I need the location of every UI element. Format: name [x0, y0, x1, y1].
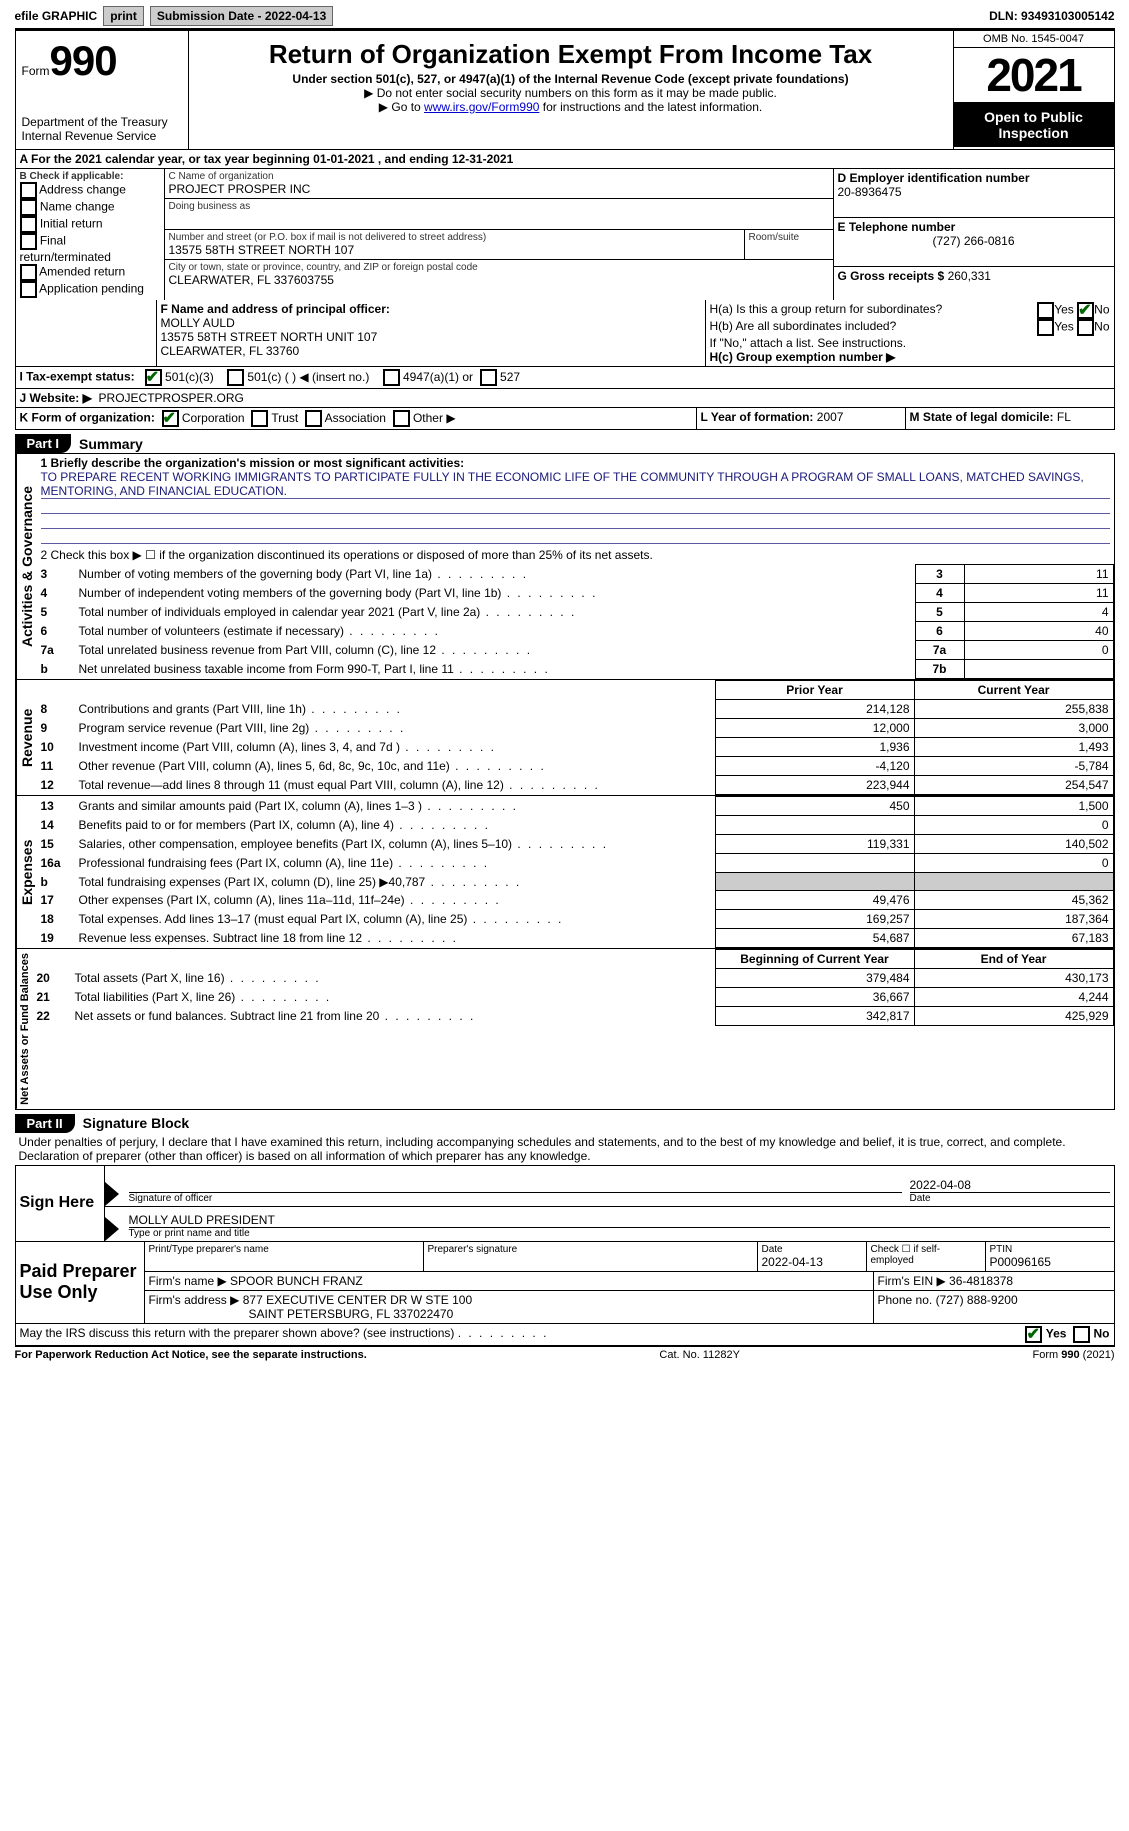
expenses-table: 13 Grants and similar amounts paid (Part… — [37, 796, 1114, 948]
irs-link[interactable]: www.irs.gov/Form990 — [424, 100, 539, 114]
vlabel-netassets: Net Assets or Fund Balances — [16, 949, 33, 1109]
vlabel-governance: Activities & Governance — [16, 454, 37, 679]
print-button[interactable]: print — [103, 6, 144, 26]
checkbox-other[interactable]: Other ▶ — [393, 411, 456, 425]
ein: 20-8936475 — [838, 185, 1110, 199]
form-note2: ▶ Go to www.irs.gov/Form990 for instruct… — [195, 100, 947, 114]
section-m: M State of legal domicile: FL — [906, 408, 1114, 429]
checkbox-application-pending[interactable]: Application pending — [20, 281, 160, 298]
page-footer: For Paperwork Reduction Act Notice, see … — [15, 1346, 1115, 1361]
line2: 2 Check this box ▶ ☐ if the organization… — [37, 546, 1114, 564]
firm-ein: 36-4818378 — [949, 1274, 1013, 1288]
section-l: L Year of formation: 2007 — [697, 408, 906, 429]
part1-header: Part I Summary — [15, 434, 1115, 453]
section-b: B Check if applicable: Address change Na… — [16, 169, 165, 300]
section-j: J Website: ▶ PROJECTPROSPER.ORG — [16, 389, 1114, 407]
arrow-icon — [105, 1182, 119, 1206]
website: PROJECTPROSPER.ORG — [99, 391, 244, 405]
may-no[interactable]: No — [1073, 1326, 1109, 1343]
form-number: Form990 — [22, 37, 182, 85]
checkbox-501c[interactable]: 501(c) ( ) ◀ (insert no.) — [227, 370, 369, 384]
sig-name: MOLLY AULD PRESIDENT — [129, 1213, 1110, 1227]
section-i: I Tax-exempt status: 501(c)(3) 501(c) ( … — [16, 367, 1114, 388]
firm-addr1: 877 EXECUTIVE CENTER DR W STE 100 — [243, 1293, 472, 1307]
preparer-date: 2022-04-13 — [762, 1255, 862, 1269]
gross-receipts: 260,331 — [948, 269, 991, 283]
checkbox-trust[interactable]: Trust — [251, 411, 298, 425]
checkbox-corporation[interactable]: Corporation — [162, 411, 245, 425]
arrow-icon — [105, 1217, 119, 1241]
section-c: C Name of organization PROJECT PROSPER I… — [165, 169, 834, 300]
period-line: A For the 2021 calendar year, or tax yea… — [15, 150, 1115, 169]
governance-table: 3 Number of voting members of the govern… — [37, 564, 1114, 679]
may-yes[interactable]: Yes — [1025, 1326, 1066, 1343]
self-employed[interactable]: Check ☐ if self-employed — [867, 1242, 986, 1271]
department-label: Department of the Treasury Internal Reve… — [22, 115, 182, 143]
sig-officer-label: Signature of officer — [129, 1192, 902, 1204]
line1: 1 Briefly describe the organization's mi… — [37, 454, 1114, 546]
mission-text: TO PREPARE RECENT WORKING IMMIGRANTS TO … — [41, 470, 1110, 499]
revenue-table: Prior Year Current Year8 Contributions a… — [37, 680, 1114, 795]
firm-name: SPOOR BUNCH FRANZ — [230, 1274, 363, 1288]
ha-no[interactable]: No — [1077, 302, 1109, 319]
checkbox-association[interactable]: Association — [305, 411, 386, 425]
declaration: Under penalties of perjury, I declare th… — [15, 1133, 1115, 1165]
hb-no[interactable]: No — [1077, 319, 1109, 336]
sign-here-label: Sign Here — [16, 1166, 105, 1241]
dln: DLN: 93493103005142 — [989, 9, 1114, 23]
checkbox-address-change[interactable]: Address change — [20, 182, 160, 199]
submission-date: Submission Date - 2022-04-13 — [150, 6, 333, 26]
checkbox-initial-return[interactable]: Initial return — [20, 216, 160, 233]
checkbox-527[interactable]: 527 — [480, 370, 520, 384]
street-address: 13575 58TH STREET NORTH 107 — [169, 243, 740, 257]
firm-phone: (727) 888-9200 — [936, 1293, 1018, 1307]
checkbox-final-return[interactable]: Final return/terminated — [20, 233, 160, 264]
form-title: Return of Organization Exempt From Incom… — [195, 39, 947, 70]
checkbox-4947[interactable]: 4947(a)(1) or — [383, 370, 473, 384]
city-state-zip: CLEARWATER, FL 337603755 — [169, 273, 829, 287]
open-public-badge: Open to Public Inspection — [954, 103, 1114, 147]
section-deg: D Employer identification number 20-8936… — [834, 169, 1114, 300]
efile-label: efile GRAPHIC — [15, 9, 98, 23]
section-k: K Form of organization: Corporation Trus… — [16, 408, 697, 429]
org-name: PROJECT PROSPER INC — [169, 182, 829, 196]
tax-year: 2021 — [954, 48, 1114, 103]
form-subtitle: Under section 501(c), 527, or 4947(a)(1)… — [195, 72, 947, 86]
checkbox-name-change[interactable]: Name change — [20, 199, 160, 216]
section-f: F Name and address of principal officer:… — [157, 300, 706, 366]
hb-yes[interactable]: Yes — [1037, 319, 1074, 336]
checkbox-501c3[interactable]: 501(c)(3) — [145, 370, 214, 384]
sig-date: 2022-04-08 — [910, 1178, 1110, 1192]
vlabel-expenses: Expenses — [16, 796, 37, 948]
paid-preparer-label: Paid Preparer Use Only — [16, 1242, 145, 1323]
ptin: P00096165 — [990, 1255, 1110, 1269]
form-header: Form990 Department of the Treasury Inter… — [15, 30, 1115, 150]
form-note1: ▶ Do not enter social security numbers o… — [195, 86, 947, 100]
top-bar: efile GRAPHIC print Submission Date - 20… — [15, 6, 1115, 30]
telephone: (727) 266-0816 — [838, 234, 1110, 248]
vlabel-revenue: Revenue — [16, 680, 37, 795]
part2-header: Part II Signature Block — [15, 1114, 1115, 1133]
section-h: H(a) Is this a group return for subordin… — [706, 300, 1114, 366]
omb-number: OMB No. 1545-0047 — [954, 31, 1114, 48]
netassets-table: Beginning of Current Year End of Year20 … — [33, 949, 1114, 1026]
ha-yes[interactable]: Yes — [1037, 302, 1074, 319]
firm-addr2: SAINT PETERSBURG, FL 337022470 — [149, 1307, 869, 1321]
checkbox-amended-return[interactable]: Amended return — [20, 264, 160, 281]
may-irs-discuss: May the IRS discuss this return with the… — [15, 1324, 1115, 1346]
